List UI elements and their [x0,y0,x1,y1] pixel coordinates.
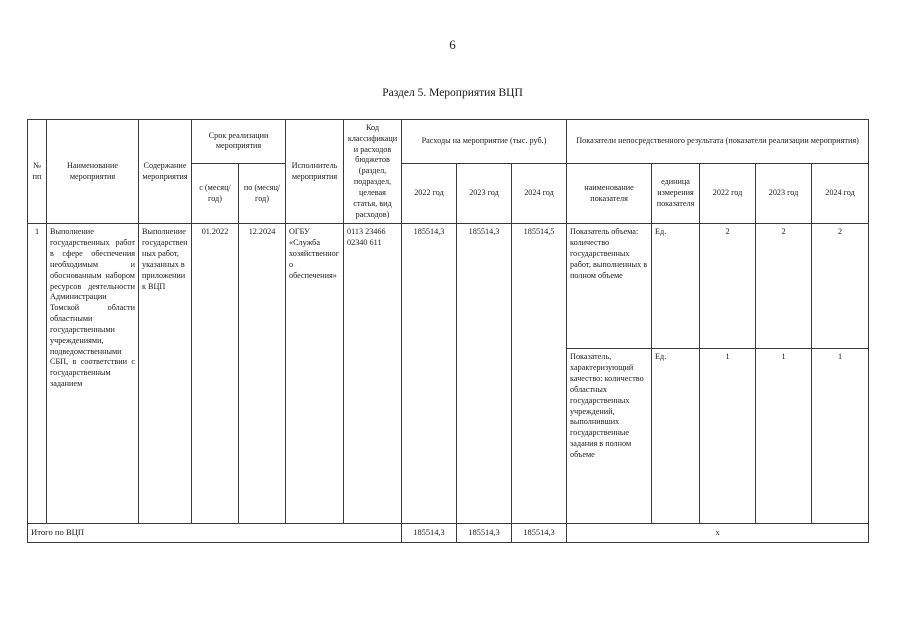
cell-term-from: 01.2022 [191,223,239,525]
header-expenses-2022: 2022 год [401,162,457,225]
cell-indicator-name: Показатель, характеризующий качество: ко… [566,348,653,525]
header-term-to: по (месяц/год) [238,162,286,225]
page-number: 6 [449,37,456,52]
header-executor: Исполнитель мероприятия [285,118,344,225]
header-indicator-name: наименование показателя [566,162,653,225]
cell-indicator-unit: Ед. [651,223,701,350]
cell-executor: ОГБУ «Служба хозяйственного обеспечения» [285,223,344,525]
cell-total-2023: 185514,3 [456,523,512,543]
section-title: Раздел 5. Мероприятия ВЦП [382,87,523,99]
header-term-from: с (месяц/год) [191,162,239,225]
cell-term-to: 12.2024 [238,223,286,525]
header-budget-code: Код классификации расходов бюджетов (раз… [343,118,402,225]
header-num: № пп [27,118,47,225]
header-expenses-2024: 2024 год [510,162,568,225]
cell-expenses-2022: 185514,3 [401,223,457,525]
header-indicator-2024: 2024 год [811,162,870,225]
header-expenses-group: Расходы на мероприятие (тыс. руб.) [400,119,568,164]
cell-budget-code: 0113 23466 02340 611 [343,223,402,525]
header-indicators-group: Показатели непосредственного результата … [566,119,870,164]
cell-indicator-2022: 1 [699,348,757,525]
cell-indicator-name: Показатель объема: количество государств… [566,223,653,350]
vcp-measures-table: № пп Наименование мероприятия Содержание… [27,118,870,543]
header-row-top: № пп Наименование мероприятия Содержание… [27,118,870,225]
cell-indicator-2023: 1 [755,348,813,525]
cell-total-2022: 185514,3 [401,523,457,543]
header-indicator-2022: 2022 год [699,162,757,225]
cell-measure-name: Выполнение государственных работ в сфере… [46,223,139,525]
cell-indicator-2024: 2 [811,223,870,350]
header-row-bottom: с (месяц/год) по (месяц/год) 2022 год 20… [28,162,870,225]
header-term-group: Срок реализации мероприятия [191,119,286,164]
cell-measure-content: Выполнение государственных работ, указан… [138,223,192,525]
cell-indicator-unit: Ед. [651,348,701,525]
header-measure-name: Наименование мероприятия [46,118,139,225]
table-body: 1 Выполнение государственных работ в сфе… [27,223,870,543]
table-row: Показатель, характеризующий качество: ко… [28,348,870,525]
header-measure-content: Содержание мероприятия [138,118,192,225]
header-indicator-unit: единица измерения показателя [651,162,701,225]
cell-indicator-2023: 2 [755,223,813,350]
table-row: 1 Выполнение государственных работ в сфе… [27,223,870,525]
cell-indicator-2024: 1 [811,348,870,525]
cell-expenses-2024: 185514,5 [510,223,568,525]
table-total-row: Итого по ВЦП 185514,3 185514,3 185514,3 … [27,523,870,543]
header-indicator-2023: 2023 год [755,162,813,225]
cell-total-2024: 185514,3 [510,523,568,543]
cell-indicator-2022: 2 [699,223,757,350]
table-header: № пп Наименование мероприятия Содержание… [27,118,870,225]
header-expenses-2023: 2023 год [456,162,512,225]
cell-expenses-2023: 185514,3 [456,223,512,525]
cell-total-indicators-placeholder: х [566,523,870,543]
cell-total-label: Итого по ВЦП [27,523,402,543]
cell-num: 1 [27,223,47,525]
